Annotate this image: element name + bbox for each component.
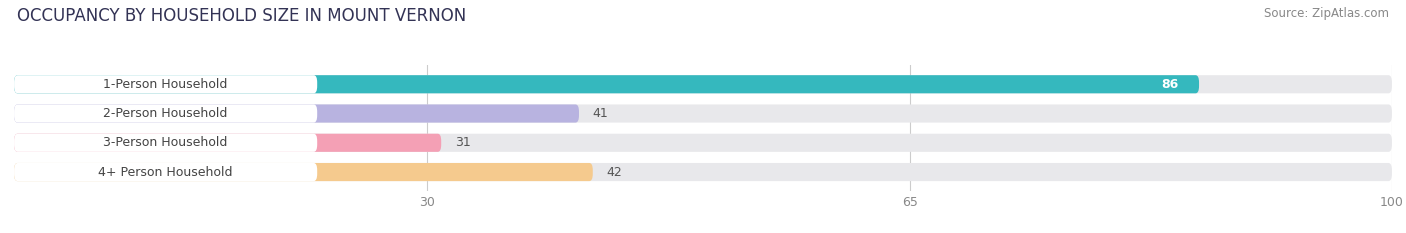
FancyBboxPatch shape xyxy=(14,163,593,181)
FancyBboxPatch shape xyxy=(14,104,1392,123)
FancyBboxPatch shape xyxy=(14,134,441,152)
FancyBboxPatch shape xyxy=(14,75,1199,93)
Text: 86: 86 xyxy=(1161,78,1178,91)
FancyBboxPatch shape xyxy=(14,75,1392,93)
Text: Source: ZipAtlas.com: Source: ZipAtlas.com xyxy=(1264,7,1389,20)
Text: 2-Person Household: 2-Person Household xyxy=(104,107,228,120)
FancyBboxPatch shape xyxy=(14,134,1392,152)
Text: OCCUPANCY BY HOUSEHOLD SIZE IN MOUNT VERNON: OCCUPANCY BY HOUSEHOLD SIZE IN MOUNT VER… xyxy=(17,7,467,25)
FancyBboxPatch shape xyxy=(14,134,318,152)
Text: 1-Person Household: 1-Person Household xyxy=(104,78,228,91)
Text: 42: 42 xyxy=(606,165,623,178)
FancyBboxPatch shape xyxy=(14,104,579,123)
FancyBboxPatch shape xyxy=(14,163,318,181)
FancyBboxPatch shape xyxy=(14,163,1392,181)
Text: 3-Person Household: 3-Person Household xyxy=(104,136,228,149)
FancyBboxPatch shape xyxy=(14,75,318,93)
Text: 4+ Person Household: 4+ Person Household xyxy=(98,165,233,178)
Text: 31: 31 xyxy=(456,136,471,149)
FancyBboxPatch shape xyxy=(14,104,318,123)
Text: 41: 41 xyxy=(593,107,609,120)
